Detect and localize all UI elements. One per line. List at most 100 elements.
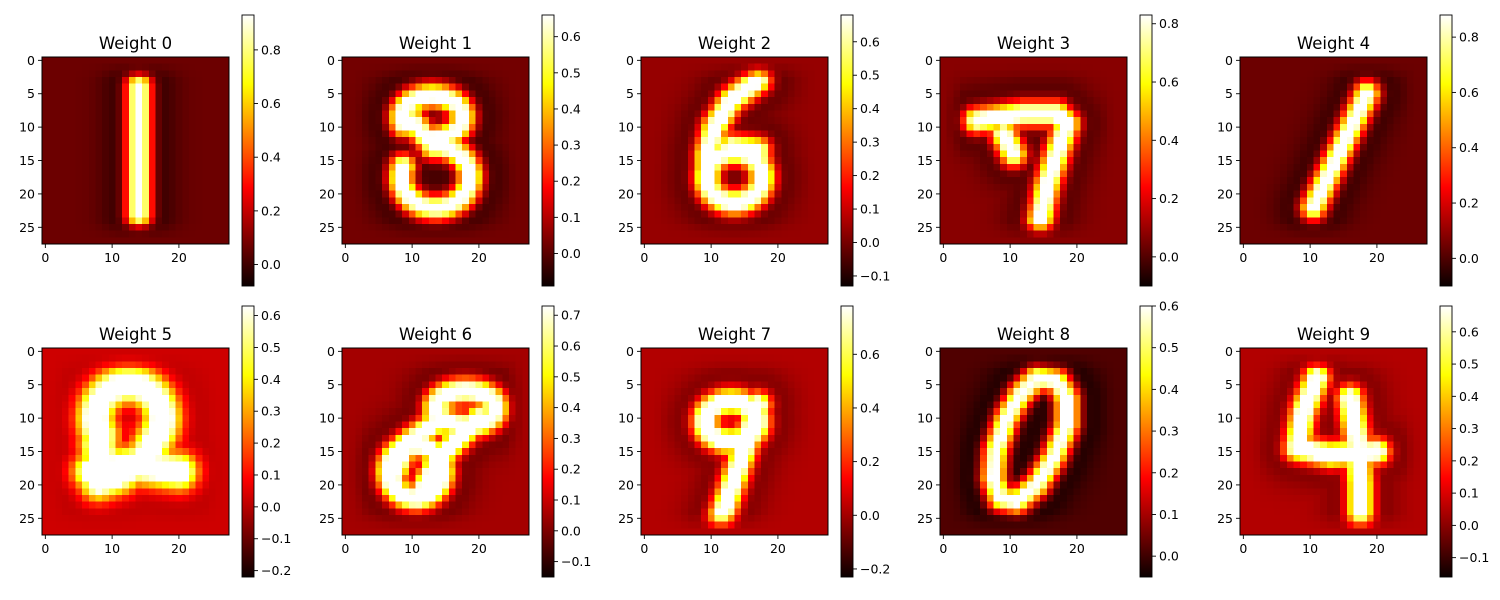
heatmap-cell xyxy=(215,528,223,536)
heatmap-cell xyxy=(1240,230,1248,238)
heatmap-cell xyxy=(727,77,735,85)
heatmap-cell xyxy=(395,130,403,138)
heatmap-cell xyxy=(674,210,682,218)
heatmap-cell xyxy=(82,401,90,409)
heatmap-cell xyxy=(182,374,190,382)
heatmap-cell xyxy=(355,217,363,225)
x-tick-label: 20 xyxy=(1069,250,1085,265)
heatmap-cell xyxy=(148,203,156,211)
heatmap-cell xyxy=(801,143,809,151)
heatmap-cell xyxy=(408,170,416,178)
heatmap-cell xyxy=(108,137,116,145)
heatmap-cell xyxy=(1013,183,1021,191)
heatmap-cell xyxy=(168,481,176,489)
heatmap-cell xyxy=(108,414,116,422)
heatmap-cell xyxy=(1286,123,1294,131)
colorbar-tick-label: 0.5 xyxy=(561,65,581,80)
heatmap-cell xyxy=(428,348,436,356)
heatmap-cell xyxy=(794,57,802,65)
heatmap-cell xyxy=(1353,110,1361,118)
heatmap-cell xyxy=(442,170,450,178)
heatmap-cell xyxy=(1253,157,1261,165)
heatmap-cell xyxy=(62,83,70,91)
heatmap-cell xyxy=(714,177,722,185)
heatmap-cell xyxy=(687,237,695,245)
heatmap-cell xyxy=(1066,103,1074,111)
heatmap-cell xyxy=(654,190,662,198)
heatmap-cell xyxy=(694,170,702,178)
heatmap-cell xyxy=(82,488,90,496)
heatmap-cell xyxy=(75,388,83,396)
heatmap-cell xyxy=(342,348,350,356)
heatmap-cell xyxy=(502,70,510,78)
heatmap-cell xyxy=(395,197,403,205)
heatmap-cell xyxy=(168,354,176,362)
heatmap-cell xyxy=(1380,150,1388,158)
heatmap-cell xyxy=(502,63,510,71)
heatmap-cell xyxy=(142,150,150,158)
heatmap-cell xyxy=(701,177,709,185)
heatmap-cell xyxy=(455,97,463,105)
heatmap-cell xyxy=(1066,90,1074,98)
heatmap-cell xyxy=(115,514,123,522)
heatmap-cell xyxy=(355,190,363,198)
heatmap-cell xyxy=(1400,163,1408,171)
heatmap-cell xyxy=(202,401,210,409)
heatmap-cell xyxy=(1046,90,1054,98)
heatmap-cell xyxy=(75,210,83,218)
heatmap-cell xyxy=(48,374,56,382)
heatmap-cell xyxy=(455,177,463,185)
heatmap-cell xyxy=(667,203,675,211)
heatmap-cell xyxy=(155,428,163,436)
heatmap-cell xyxy=(128,190,136,198)
heatmap-cell xyxy=(1273,110,1281,118)
heatmap-cell xyxy=(1113,77,1121,85)
heatmap-cell xyxy=(142,468,150,476)
heatmap-cell xyxy=(787,70,795,78)
heatmap-cell xyxy=(1006,83,1014,91)
heatmap-cell xyxy=(966,123,974,131)
heatmap-cell xyxy=(767,163,775,171)
heatmap-cell xyxy=(82,123,90,131)
heatmap-cell xyxy=(1380,223,1388,231)
heatmap-cell xyxy=(1033,170,1041,178)
heatmap-cell xyxy=(222,388,230,396)
heatmap-cell xyxy=(122,83,130,91)
heatmap-cell xyxy=(1333,63,1341,71)
heatmap-cell xyxy=(1246,157,1254,165)
heatmap-cell xyxy=(142,474,150,482)
heatmap-cell xyxy=(1400,223,1408,231)
heatmap-cell xyxy=(108,197,116,205)
heatmap-cell xyxy=(348,217,356,225)
heatmap-cell xyxy=(42,123,50,131)
heatmap-cell xyxy=(115,150,123,158)
heatmap-cell xyxy=(88,230,96,238)
heatmap-cell xyxy=(1400,190,1408,198)
heatmap-cell xyxy=(475,130,483,138)
heatmap-cell xyxy=(508,203,516,211)
heatmap-cell xyxy=(1040,83,1048,91)
heatmap-cell xyxy=(188,361,196,369)
heatmap-cell xyxy=(641,70,649,78)
heatmap-cell xyxy=(734,77,742,85)
y-tick-label: 5 xyxy=(626,86,634,101)
heatmap-cell xyxy=(781,103,789,111)
heatmap-cell xyxy=(142,408,150,416)
heatmap-cell xyxy=(714,183,722,191)
heatmap-cell xyxy=(1413,197,1421,205)
heatmap-cell xyxy=(395,110,403,118)
heatmap-cell xyxy=(175,97,183,105)
heatmap-cell xyxy=(1040,157,1048,165)
heatmap-cell xyxy=(448,170,456,178)
heatmap-cell xyxy=(1106,70,1114,78)
heatmap-cell xyxy=(108,441,116,449)
heatmap-cell xyxy=(1113,217,1121,225)
heatmap-cell xyxy=(1033,103,1041,111)
colorbar-tick-label: 0.6 xyxy=(261,308,281,323)
heatmap-cell xyxy=(787,83,795,91)
heatmap-cell xyxy=(102,97,110,105)
heatmap-cell xyxy=(355,130,363,138)
heatmap-cell xyxy=(95,374,103,382)
heatmap-cell xyxy=(148,428,156,436)
heatmap-cell xyxy=(960,230,968,238)
